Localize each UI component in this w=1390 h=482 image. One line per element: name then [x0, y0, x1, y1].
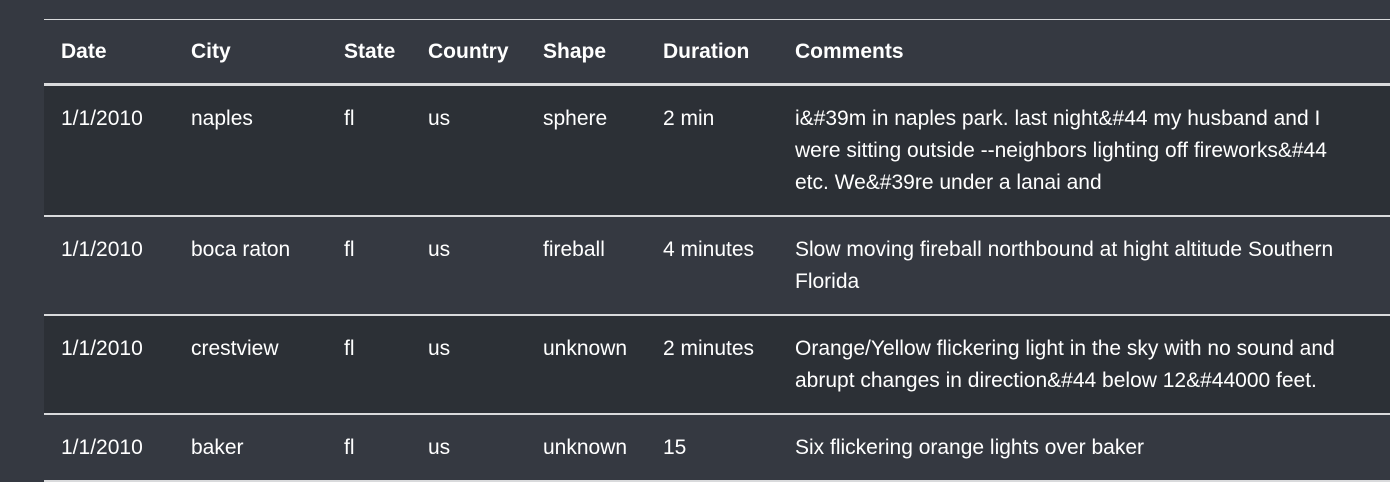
header-duration: Duration [663, 39, 750, 63]
cell-date: 1/1/2010 [61, 107, 143, 130]
cell-city: boca raton [191, 238, 291, 261]
ufo-sightings-table-container: Date City State Country Shape Duration C… [44, 19, 1390, 482]
table-row: 1/1/2010 naples fl us sphere 2 min i&#39… [44, 84, 1390, 216]
cell-duration: 2 minutes [663, 337, 755, 360]
table-body: 1/1/2010 naples fl us sphere 2 min i&#39… [44, 84, 1390, 481]
table-header: Date City State Country Shape Duration C… [44, 19, 1390, 85]
cell-country: us [428, 337, 451, 360]
table-row: 1/1/2010 boca raton fl us fireball 4 min… [44, 216, 1390, 315]
header-country: Country [428, 39, 509, 63]
cell-date: 1/1/2010 [61, 436, 143, 459]
cell-shape: unknown [543, 436, 628, 459]
cell-state: fl [344, 238, 355, 261]
cell-state: fl [344, 107, 355, 130]
cell-city: baker [191, 436, 244, 459]
cell-state: fl [344, 436, 355, 459]
cell-date: 1/1/2010 [61, 337, 143, 360]
cell-comments: i&#39m in naples park. last night&#44 my… [795, 107, 1327, 194]
header-date: Date [61, 39, 107, 63]
cell-country: us [428, 436, 451, 459]
table-row: 1/1/2010 crestview fl us unknown 2 minut… [44, 315, 1390, 414]
table-row: 1/1/2010 baker fl us unknown 15 Six flic… [44, 414, 1390, 481]
cell-date: 1/1/2010 [61, 238, 143, 261]
header-comments: Comments [795, 39, 904, 63]
cell-shape: fireball [543, 238, 605, 261]
cell-comments: Slow moving fireball northbound at hight… [795, 238, 1334, 293]
header-shape: Shape [543, 39, 607, 63]
cell-city: crestview [191, 337, 279, 360]
cell-comments: Orange/Yellow flickering light in the sk… [795, 337, 1335, 392]
cell-shape: sphere [543, 107, 608, 130]
header-state: State [344, 39, 396, 63]
cell-duration: 4 minutes [663, 238, 755, 261]
ufo-sightings-table: Date City State Country Shape Duration C… [44, 19, 1390, 482]
header-row: Date City State Country Shape Duration C… [44, 19, 1390, 85]
cell-city: naples [191, 107, 253, 130]
cell-comments: Six flickering orange lights over baker [795, 436, 1145, 459]
cell-country: us [428, 238, 451, 261]
header-city: City [191, 39, 231, 63]
cell-duration: 15 [663, 436, 687, 459]
cell-duration: 2 min [663, 107, 715, 130]
cell-shape: unknown [543, 337, 628, 360]
cell-state: fl [344, 337, 355, 360]
cell-country: us [428, 107, 451, 130]
